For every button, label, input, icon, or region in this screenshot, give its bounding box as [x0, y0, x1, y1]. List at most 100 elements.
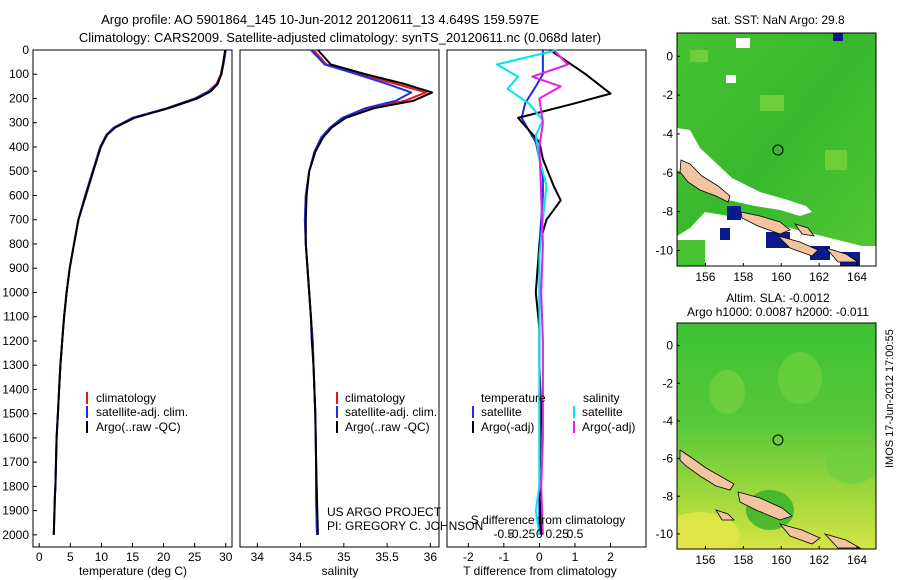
- depth-tick-label: 1000: [2, 285, 29, 299]
- sla-map-title: Altim. SLA: -0.0012: [726, 291, 830, 305]
- map-y-tick-label: -2: [662, 376, 673, 390]
- s-diff-tick-label: 0.5: [567, 527, 584, 541]
- sst-map-axes: 156 158 160 162 164 0 -2 -4 -6 -8 -10: [656, 49, 868, 284]
- x-tick-label: 30: [219, 550, 233, 564]
- legend-title-salinity: salinity: [583, 391, 620, 405]
- depth-tick-label: 500: [9, 164, 29, 178]
- depth-tick-label: 200: [9, 91, 29, 105]
- difference-x-ticks: -2 -1 0 1 2: [463, 543, 614, 564]
- series-line-s-satellite: [495, 49, 558, 536]
- sst-map: [677, 33, 876, 266]
- depth-tick-label: 300: [9, 116, 29, 130]
- map-y-tick-label: -6: [662, 452, 673, 466]
- salinity-legend: climatology satellite-adj. clim. Argo(..…: [336, 391, 437, 434]
- map-y-tick-label: -10: [656, 527, 674, 541]
- legend-label-climatology: climatology: [345, 391, 405, 405]
- x-tick-label: 10: [95, 550, 109, 564]
- map-y-tick-label: -4: [662, 127, 673, 141]
- temperature-x-ticks: 0 5 10 15 20 25 30: [36, 543, 233, 564]
- series-line-climatology: [52, 49, 227, 535]
- x-tick-label: 0: [36, 550, 43, 564]
- salinity-lines: [303, 49, 434, 535]
- sla-map: [677, 323, 876, 549]
- legend-label-satellite: satellite-adj. clim.: [96, 405, 188, 419]
- sst-island: [824, 247, 860, 263]
- s-diff-tick-label: -0.5: [494, 527, 515, 541]
- depth-tick-label: 600: [9, 188, 29, 202]
- depth-tick-label: 1500: [2, 407, 29, 421]
- depth-tick-label: 1200: [2, 334, 29, 348]
- sst-nan-cell: [736, 38, 750, 48]
- depth-tick-label: 1600: [2, 431, 29, 445]
- temperature-xlabel: temperature (deg C): [79, 564, 187, 578]
- series-line-satellite-adj-clim-: [52, 49, 227, 535]
- sla-anomaly-patch: [709, 370, 745, 414]
- salinity-xlabel: salinity: [322, 564, 359, 578]
- map-x-tick-label: 164: [847, 270, 867, 284]
- series-line-climatology: [303, 49, 427, 535]
- salinity-x-ticks: 34 34.5 35 35.5 36: [251, 543, 438, 564]
- map-y-tick-label: -10: [656, 243, 674, 257]
- project-credit: US ARGO PROJECT: [327, 505, 442, 519]
- map-x-tick-label: 160: [771, 553, 791, 567]
- imos-timestamp: IMOS 17-Jun-2012 17:00:55: [884, 329, 896, 468]
- x-tick-label: 0: [536, 550, 543, 564]
- depth-tick-label: 100: [9, 67, 29, 81]
- s-diff-tick-label: 0.25: [545, 527, 569, 541]
- temperature-panel-frame: [32, 49, 233, 548]
- difference-legend: temperature salinity satellite Argo(-adj…: [472, 391, 635, 434]
- map-y-tick-label: 0: [666, 339, 673, 353]
- sst-island: [740, 211, 791, 235]
- sst-argo-position-marker: [772, 144, 784, 156]
- salinity-difference-xlabel: S difference from climatology: [471, 513, 626, 527]
- x-tick-label: 5: [67, 550, 74, 564]
- sla-island: [679, 449, 735, 491]
- sla-anomaly-patch: [778, 352, 822, 404]
- sla-island: [737, 491, 793, 521]
- sla-island: [715, 509, 735, 521]
- map-y-tick-label: -6: [662, 166, 673, 180]
- depth-tick-label: 1700: [2, 455, 29, 469]
- map-y-tick-label: -2: [662, 88, 673, 102]
- sst-warm-patch: [825, 150, 847, 170]
- series-line-satellite-adj-clim-: [303, 49, 413, 535]
- depth-axis: 0 100 200 300 400 500 600 700 800 900 1000 1100 1200…: [2, 43, 37, 542]
- sst-nan-cell: [726, 75, 736, 83]
- sst-nan-region: [677, 128, 812, 216]
- depth-tick-label: 1300: [2, 358, 29, 372]
- depth-tick-label: 0: [22, 43, 29, 57]
- legend-label-s-satellite: satellite: [582, 405, 623, 419]
- sst-map-frame: [676, 32, 877, 267]
- sst-ocean-patch: [677, 240, 705, 266]
- x-tick-label: 15: [126, 550, 140, 564]
- temperature-legend: climatology satellite-adj. clim. Argo(..…: [86, 391, 188, 434]
- legend-label-t-argo: Argo(-adj): [481, 420, 534, 434]
- sst-island: [776, 235, 819, 257]
- map-x-tick-label: 156: [695, 270, 715, 284]
- x-tick-label: 34: [251, 550, 265, 564]
- sla-island: [778, 523, 821, 545]
- depth-tick-label: 900: [9, 261, 29, 275]
- x-tick-label: 35.5: [375, 550, 399, 564]
- sst-nan-cell: [766, 232, 790, 248]
- legend-label-t-satellite: satellite: [481, 405, 522, 419]
- sst-nan-cell: [720, 228, 730, 240]
- sla-map-subtitle: Argo h1000: 0.0087 h2000: -0.011: [687, 305, 869, 319]
- map-y-tick-label: -8: [662, 489, 673, 503]
- difference-panel-frame: [446, 49, 647, 548]
- map-x-tick-label: 162: [809, 270, 829, 284]
- difference-lines: [495, 49, 612, 536]
- x-tick-label: 36: [424, 550, 438, 564]
- series-line-argo-raw-qc-: [304, 49, 434, 535]
- legend-title-temperature: temperature: [481, 391, 546, 405]
- salinity-difference-ticks: -0.5-0.25 0 0.250.5: [494, 527, 584, 541]
- s-diff-tick-label: 0: [536, 527, 543, 541]
- sla-anomaly-patch: [677, 512, 740, 549]
- s-diff-tick-label: -0.25: [508, 527, 536, 541]
- difference-xlabel: T difference from climatology: [463, 564, 617, 578]
- sla-island: [823, 533, 862, 549]
- sla-anomaly-patch: [826, 444, 876, 484]
- depth-tick-label: 700: [9, 213, 29, 227]
- x-tick-label: 34.5: [289, 550, 313, 564]
- map-x-tick-label: 158: [733, 270, 753, 284]
